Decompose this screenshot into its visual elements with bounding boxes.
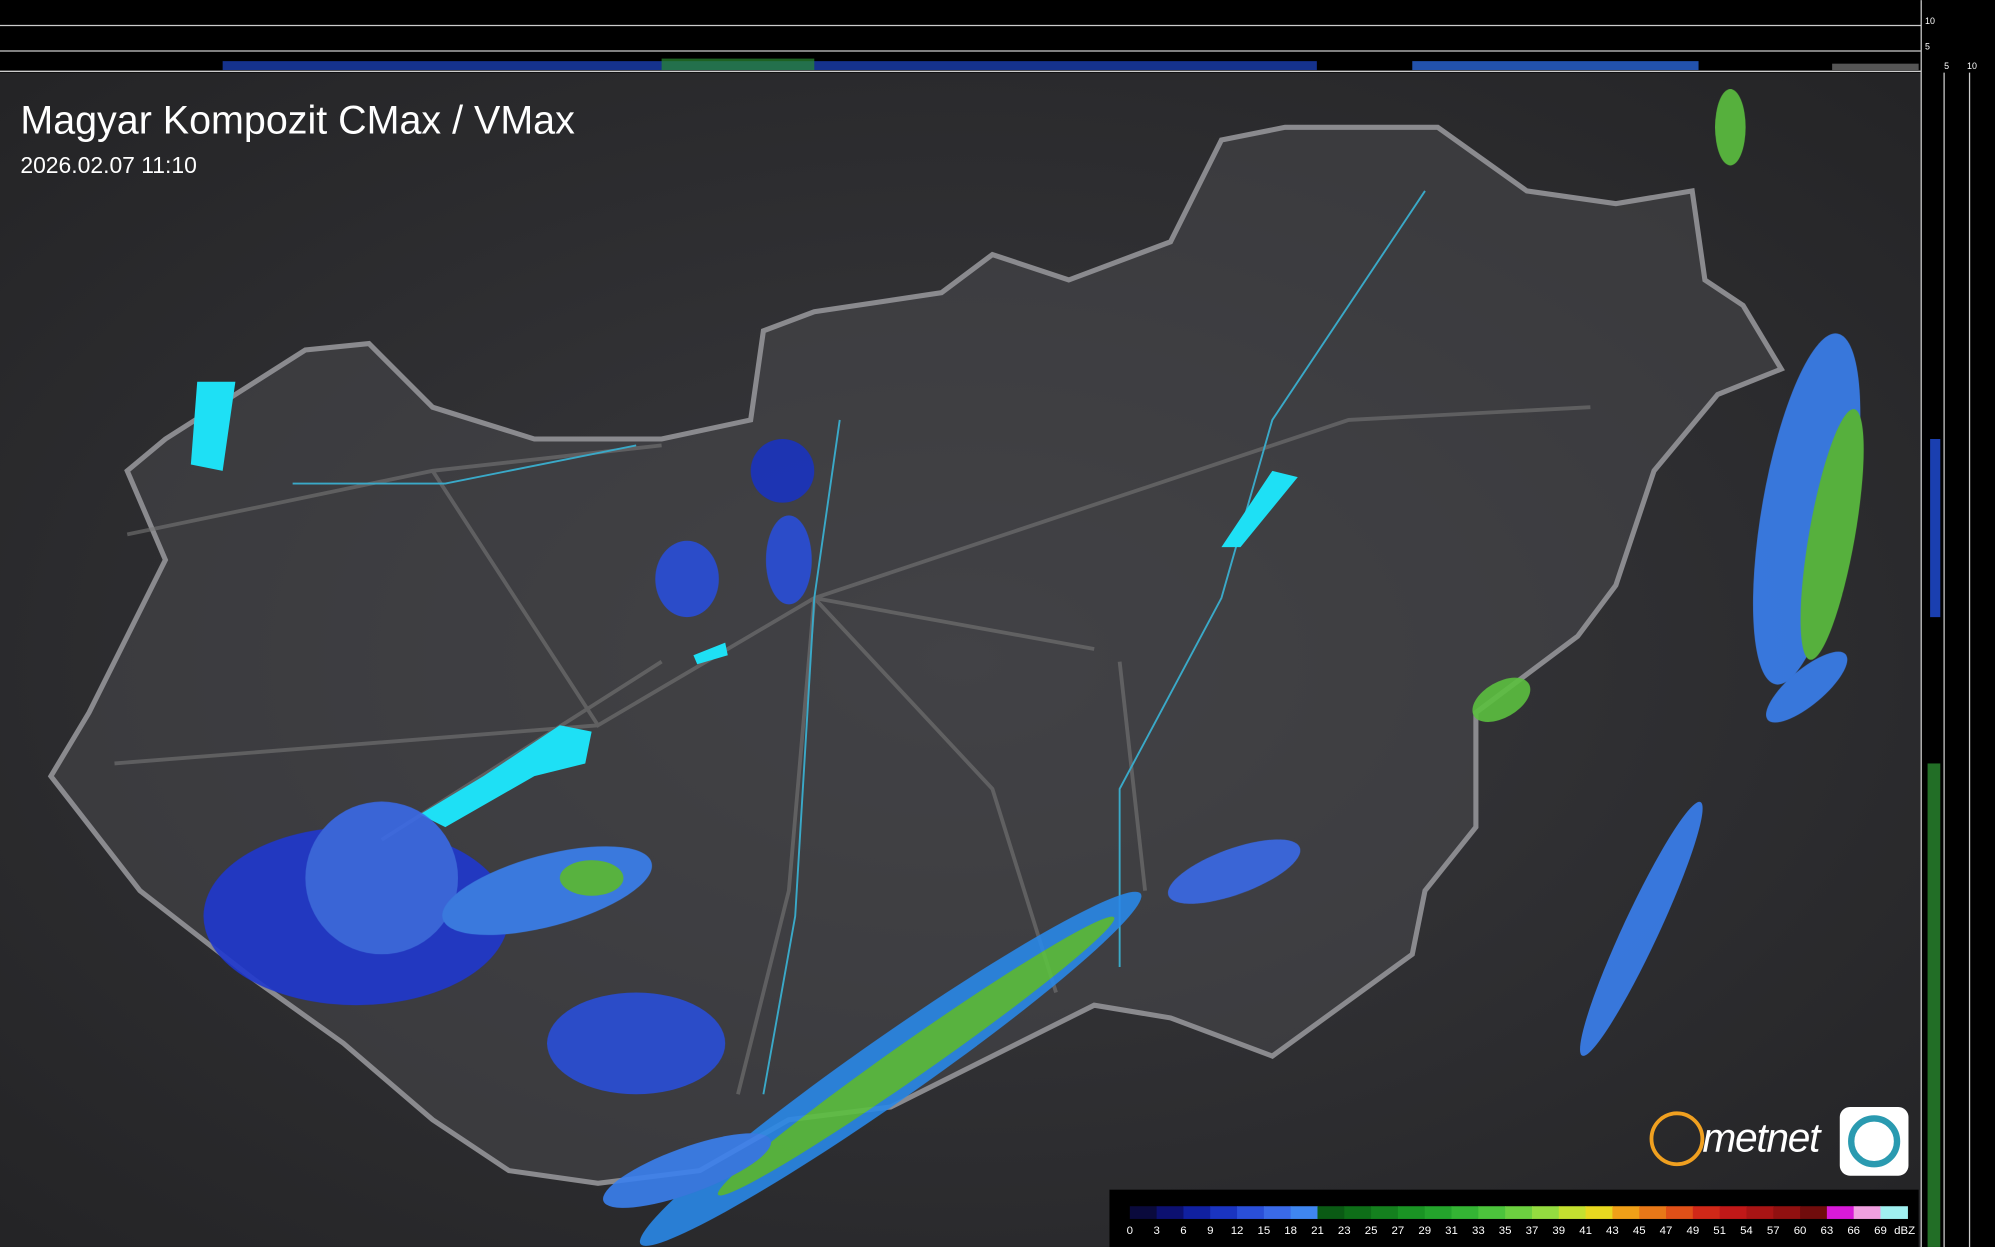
- legend-label: 63: [1821, 1225, 1834, 1237]
- legend-swatch: [1612, 1206, 1640, 1219]
- logo-swirl: [1848, 1115, 1901, 1168]
- echo: [655, 540, 719, 618]
- echo: [602, 1133, 772, 1208]
- legend-swatch: [1505, 1206, 1533, 1219]
- legend-swatch: [1183, 1206, 1211, 1219]
- legend-label: 66: [1847, 1225, 1860, 1237]
- legend-label: 27: [1392, 1225, 1405, 1237]
- echo: [1579, 801, 1703, 1056]
- legend-swatch: [1237, 1206, 1265, 1219]
- legend-swatch: [1290, 1206, 1319, 1219]
- legend-label: 35: [1499, 1225, 1512, 1237]
- legend-label: 54: [1740, 1225, 1753, 1237]
- legend-swatch: [1773, 1206, 1801, 1219]
- legend-label: 69: [1874, 1225, 1887, 1237]
- echo: [1753, 333, 1861, 685]
- legend-label: 47: [1660, 1225, 1673, 1237]
- legend-label: 18: [1284, 1225, 1297, 1237]
- legend-swatch: [1746, 1206, 1774, 1219]
- legend-label: 12: [1231, 1225, 1244, 1237]
- echo: [717, 916, 1115, 1196]
- echo: [765, 515, 812, 605]
- legend-label: 43: [1606, 1225, 1619, 1237]
- echo: [1472, 677, 1531, 722]
- legend-label: 0: [1127, 1225, 1133, 1237]
- strip-echo: [1930, 439, 1941, 618]
- legend-label: 45: [1633, 1225, 1646, 1237]
- legend-label: 9: [1207, 1225, 1213, 1237]
- legend-swatch: [1531, 1206, 1560, 1219]
- legend-label: 29: [1418, 1225, 1431, 1237]
- logo: metnet: [1649, 1106, 1909, 1176]
- legend: 0 3 6 9 12 15 18 21 23 25 27 29 31 33 35 37 39 41 43 45 47 49…: [1127, 1206, 1915, 1237]
- lake: [693, 642, 728, 665]
- legend-label: 21: [1311, 1225, 1324, 1237]
- legend-swatch: [1666, 1206, 1694, 1219]
- legend-swatch: [1317, 1206, 1345, 1219]
- axis-label: 10: [1925, 16, 1935, 26]
- brand: metnet: [1702, 1115, 1822, 1161]
- legend-swatch: [1478, 1206, 1506, 1219]
- legend-label: 3: [1153, 1225, 1159, 1237]
- legend-swatch: [1880, 1206, 1908, 1219]
- precipitation: [203, 89, 1864, 1246]
- legend-swatch: [1719, 1206, 1748, 1219]
- legend-label: 6: [1180, 1225, 1186, 1237]
- logo-sun: [1649, 1111, 1705, 1167]
- legend-swatch: [1585, 1206, 1614, 1219]
- legend-swatch: [1800, 1206, 1828, 1219]
- legend-label: 51: [1713, 1225, 1726, 1237]
- legend-label: 41: [1579, 1225, 1592, 1237]
- rivers: [292, 190, 1426, 1095]
- legend-swatch: [1424, 1206, 1453, 1219]
- echo: [1715, 89, 1746, 166]
- echo: [559, 860, 624, 896]
- legend-swatch: [1263, 1206, 1292, 1219]
- timestamp: 2026.02.07 11:10: [20, 152, 197, 178]
- legend-swatch: [1210, 1206, 1238, 1219]
- echo: [1167, 839, 1301, 904]
- legend-label: 31: [1445, 1225, 1458, 1237]
- legend-label: 37: [1526, 1225, 1539, 1237]
- strip-echo: [661, 58, 815, 71]
- legend-swatch: [1156, 1206, 1185, 1219]
- legend-label: 33: [1472, 1225, 1485, 1237]
- legend-label: 39: [1552, 1225, 1565, 1237]
- legend-swatch: [1639, 1206, 1667, 1219]
- legend-label: 15: [1258, 1225, 1271, 1237]
- lake: [419, 725, 592, 828]
- echo: [1766, 651, 1848, 723]
- echo: [547, 992, 726, 1095]
- lake: [190, 381, 236, 471]
- strip-echo: [1832, 63, 1919, 71]
- legend-label: 60: [1794, 1225, 1807, 1237]
- echo: [1800, 409, 1864, 660]
- echo: [305, 801, 459, 955]
- legend-swatch: [1371, 1206, 1399, 1219]
- legend-label: 49: [1686, 1225, 1699, 1237]
- echo: [750, 439, 815, 503]
- axis-label: 5: [1925, 42, 1930, 52]
- axis-label: 5: [1944, 61, 1949, 71]
- strip-echo: [1412, 61, 1699, 71]
- title: Magyar Kompozit CMax / VMax: [20, 99, 575, 143]
- legend-label: 57: [1767, 1225, 1780, 1237]
- legend-swatch: [1826, 1206, 1855, 1219]
- legend-swatch: [1397, 1206, 1426, 1219]
- legend-swatch: [1853, 1206, 1882, 1219]
- legend-swatch: [1692, 1206, 1721, 1219]
- legend-unit: dBZ: [1894, 1225, 1915, 1237]
- strip-echo: [1927, 763, 1941, 1247]
- legend-label: 23: [1338, 1225, 1351, 1237]
- lake: [1221, 470, 1298, 548]
- axis-label: 10: [1967, 61, 1977, 71]
- legend-swatch: [1344, 1206, 1372, 1219]
- legend-swatch: [1558, 1206, 1587, 1219]
- legend-swatch: [1129, 1206, 1158, 1219]
- legend-label: 25: [1365, 1225, 1378, 1237]
- legend-swatch: [1451, 1206, 1479, 1219]
